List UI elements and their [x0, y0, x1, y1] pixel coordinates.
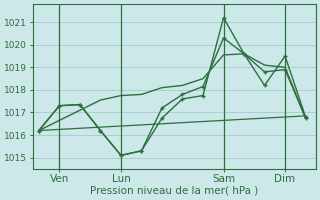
X-axis label: Pression niveau de la mer( hPa ): Pression niveau de la mer( hPa ) — [90, 186, 259, 196]
